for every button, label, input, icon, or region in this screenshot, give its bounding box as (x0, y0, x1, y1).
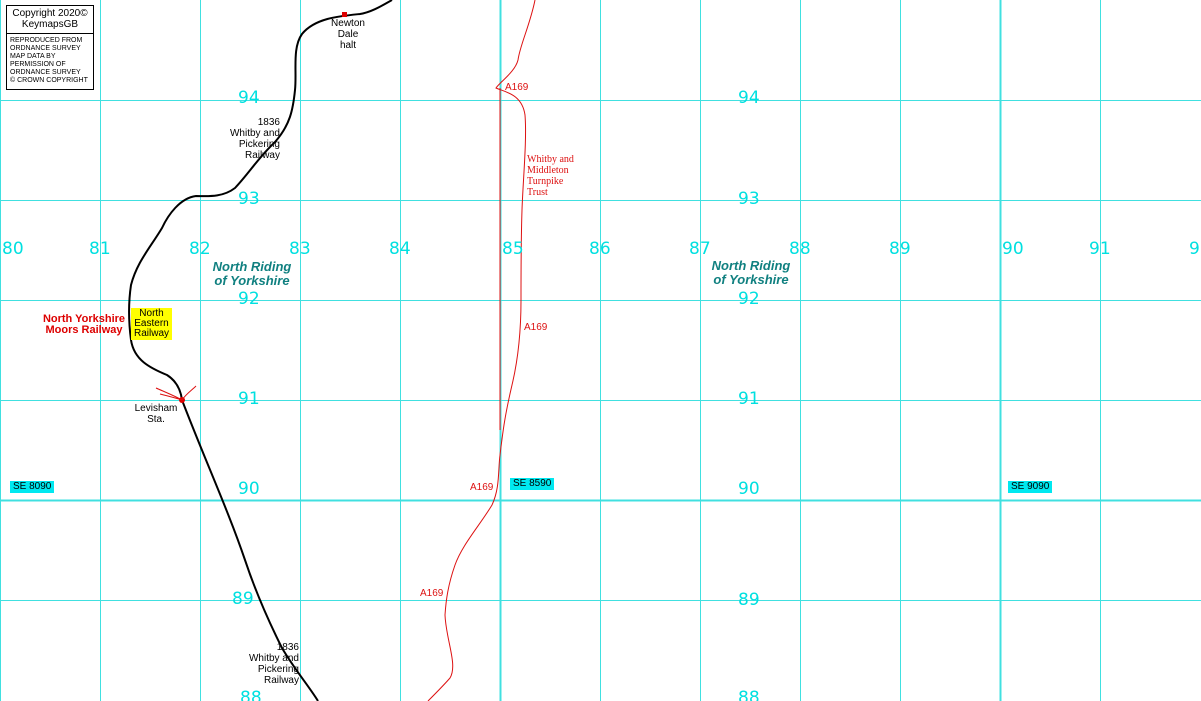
railway-label-line: Whitby and (229, 128, 280, 139)
ner-label-line: Railway (134, 328, 170, 339)
os-notice-line: ORDNANCE SURVEY (10, 45, 81, 52)
nymr-label: North Yorkshire Moors Railway (36, 314, 132, 336)
os-notice-line: PERMISSION OF (10, 61, 66, 68)
easting-label-89: 89 (889, 239, 911, 259)
northing-label-91: 91 (738, 389, 760, 409)
gridref-badge-se8590[interactable]: SE 8590 (510, 478, 555, 490)
place-label-line: Newton (331, 18, 365, 29)
railway-label-line: Whitby and (248, 653, 299, 664)
os-notice: REPRODUCED FROM ORDNANCE SURVEY MAP DATA… (10, 37, 94, 85)
northing-label-93: 93 (238, 189, 260, 209)
turnpike-label: Whitby and Middleton Turnpike Trust (527, 154, 574, 198)
easting-label-87: 87 (689, 239, 711, 259)
northing-label-90: 90 (238, 479, 260, 499)
easting-label-86: 86 (589, 239, 611, 259)
ner-label-line: Eastern (134, 318, 169, 329)
station-marks (155, 12, 347, 403)
county-label-west: North Riding of Yorkshire (205, 260, 299, 288)
railway-whitby-pickering (128, 0, 393, 701)
copyright-divider (7, 33, 93, 34)
turnpike-label-line: Turnpike (527, 176, 564, 187)
northing-label-94: 94 (738, 88, 760, 108)
railway-label-lower: 1836 Whitby and Pickering Railway (217, 642, 299, 686)
railway-label-line: Railway (244, 150, 280, 161)
easting-label-81: 81 (89, 239, 111, 259)
nymr-label-line: Moors Railway (45, 324, 123, 336)
northing-label-93: 93 (738, 189, 760, 209)
county-label-line: North Riding (711, 258, 791, 273)
easting-label-85: 85 (502, 239, 524, 259)
northing-label-88: 88 (738, 688, 760, 701)
copyright-line1: Copyright 2020© (12, 8, 88, 19)
easting-label-80: 80 (2, 239, 24, 259)
railway-label-line: Pickering (238, 139, 280, 150)
place-label-line: Dale (337, 29, 359, 40)
gridref-badge-se9090[interactable]: SE 9090 (1008, 481, 1053, 493)
railway-lines (128, 0, 393, 701)
county-label-line: of Yorkshire (713, 272, 789, 287)
railway-label-upper: 1836 Whitby and Pickering Railway (214, 117, 280, 161)
copyright-line2: KeymapsGB (21, 19, 79, 30)
copyright-box: Copyright 2020© KeymapsGB REPRODUCED FRO… (6, 5, 94, 90)
easting-label-83: 83 (289, 239, 311, 259)
northing-label-90: 90 (738, 479, 760, 499)
os-notice-line: © CROWN COPYRIGHT (10, 77, 88, 84)
place-newton-dale-halt[interactable]: Newton Dale halt (326, 18, 370, 51)
county-label-line: North Riding (212, 259, 292, 274)
place-label-line: Sta. (147, 414, 165, 425)
ner-label-line: North (139, 308, 164, 319)
place-label-line: halt (339, 40, 357, 51)
easting-label-90: 90 (1002, 239, 1024, 259)
road-label-a169: A169 (505, 82, 529, 93)
northing-label-92: 92 (238, 289, 260, 309)
turnpike-label-line: Middleton (527, 165, 569, 176)
northing-label-94: 94 (238, 88, 260, 108)
os-notice-line: ORDNANCE SURVEY (10, 69, 81, 76)
road-label-a169: A169 (420, 588, 444, 599)
levisham-sidings (155, 385, 197, 401)
railway-label-line: 1836 (276, 642, 299, 653)
gridref-badge-se8090[interactable]: SE 8090 (10, 481, 55, 493)
easting-label-91: 91 (1089, 239, 1111, 259)
newton-dale-halt-marker (342, 12, 347, 17)
road-label-a169: A169 (524, 322, 548, 333)
county-label-east: North Riding of Yorkshire (704, 259, 798, 287)
turnpike-label-line: Trust (527, 187, 548, 198)
turnpike-label-line: Whitby and (527, 154, 574, 165)
railway-label-line: Railway (263, 675, 299, 686)
place-levisham-station[interactable]: Levisham Sta. (126, 403, 186, 425)
place-label-line: Levisham (134, 403, 178, 414)
northing-label-91: 91 (238, 389, 260, 409)
nymr-label-line: North Yorkshire (42, 313, 126, 325)
easting-label-92: 9 (1189, 239, 1200, 259)
os-notice-line: MAP DATA BY (10, 53, 56, 60)
easting-label-84: 84 (389, 239, 411, 259)
os-notice-line: REPRODUCED FROM (10, 37, 83, 44)
roads (427, 0, 536, 701)
road-label-a169: A169 (470, 482, 494, 493)
county-label-line: of Yorkshire (214, 273, 290, 288)
railway-label-line: Pickering (257, 664, 299, 675)
northing-label-88: 88 (240, 688, 262, 701)
northing-label-89: 89 (232, 589, 254, 609)
northing-label-92: 92 (738, 289, 760, 309)
easting-label-88: 88 (789, 239, 811, 259)
easting-label-82: 82 (189, 239, 211, 259)
ner-label: North Eastern Railway (131, 308, 173, 340)
northing-label-89: 89 (738, 590, 760, 610)
railway-label-line: 1836 (257, 117, 280, 128)
road-a169 (427, 0, 536, 701)
